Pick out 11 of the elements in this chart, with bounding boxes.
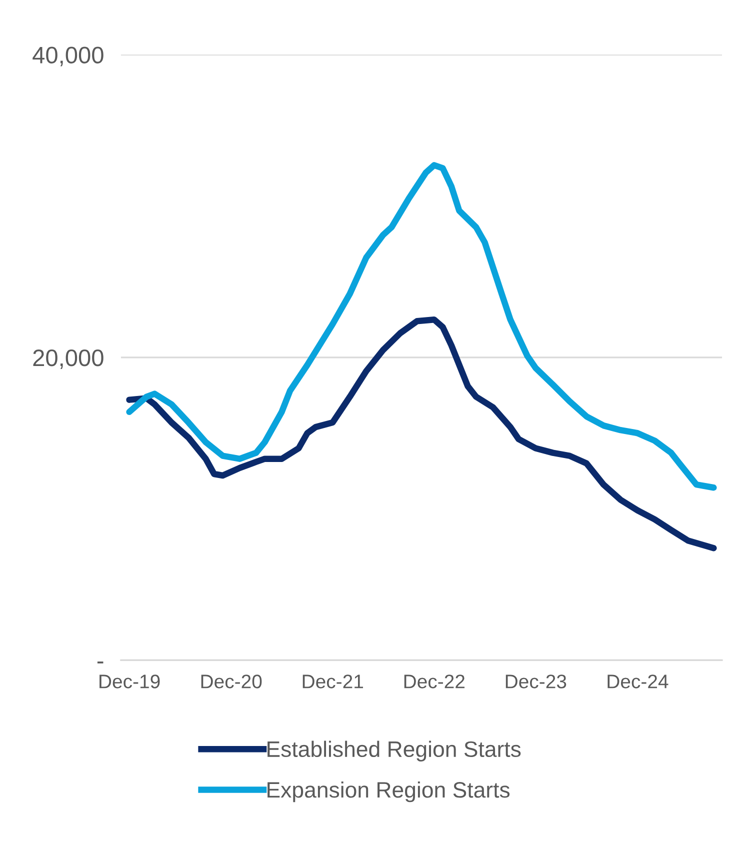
x-tick-label: Dec-20: [201, 674, 262, 688]
x-tick-label: Dec-24: [608, 674, 668, 688]
y-tick-label: -: [97, 662, 104, 664]
x-tick-label: Dec-21: [302, 674, 364, 688]
legend-label: Expansion Region Starts: [268, 781, 510, 802]
legend-label: Established Region Starts: [268, 740, 521, 762]
x-tick-label: Dec-19: [100, 674, 160, 688]
y-tick-label: 20,000: [33, 349, 104, 369]
x-tick-label: Dec-23: [506, 674, 566, 688]
x-tick-label: Dec-22: [404, 674, 464, 688]
y-tick-label: 40,000: [32, 46, 104, 66]
